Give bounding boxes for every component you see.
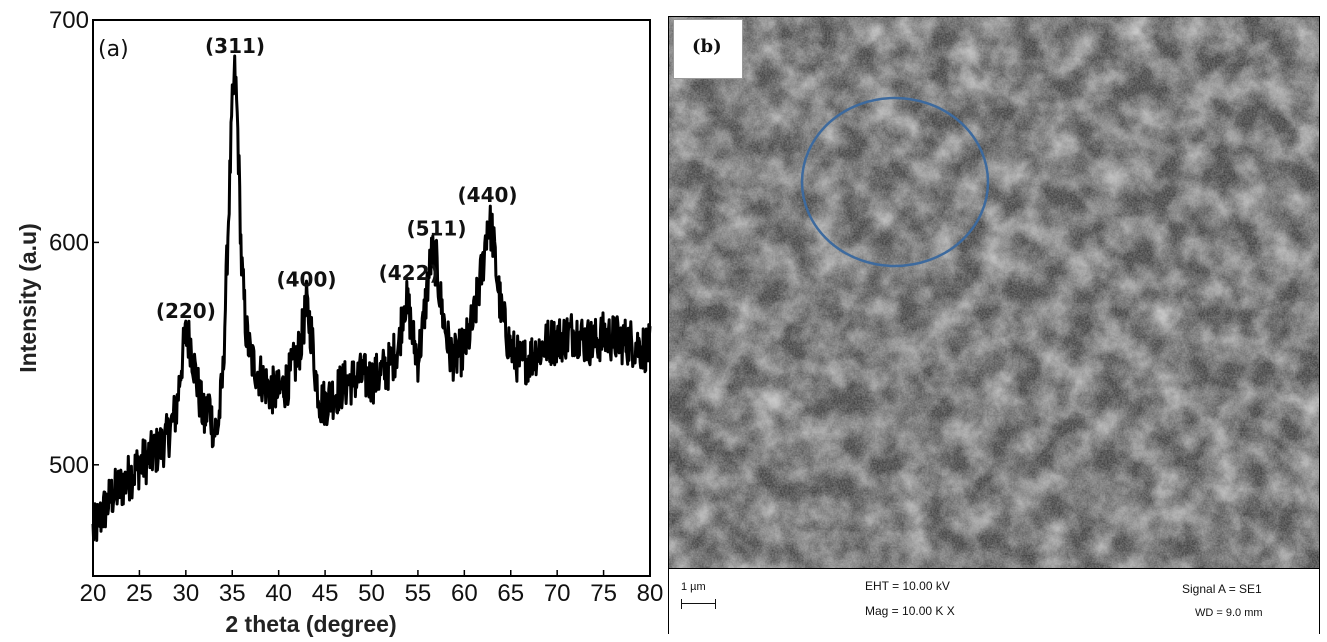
- peak-labels: (220) (311) (400) (422) (511) (440): [156, 34, 518, 323]
- sem-micrograph: (b): [669, 17, 1319, 568]
- wd-value: WD = 9.0 mm: [1195, 607, 1263, 619]
- y-tick-label: 500: [49, 452, 89, 479]
- x-tick-label: 70: [544, 580, 571, 607]
- x-axis-title: 2 theta (degree): [225, 611, 396, 637]
- peak-label: (422): [379, 261, 439, 285]
- x-tick-label: 35: [219, 580, 246, 607]
- highlight-circle: [800, 96, 990, 268]
- xrd-chart-panel: 20 25 30 35 40 45 50 55 60 65 70 75 80 500 600 700 (22…: [15, 7, 664, 637]
- x-tick-label: 80: [637, 580, 664, 607]
- x-tick-label: 50: [358, 580, 385, 607]
- x-tick-label: 30: [172, 580, 199, 607]
- eht-value: EHT = 10.00 kV: [865, 579, 950, 593]
- peak-label: (311): [205, 34, 265, 58]
- x-tick-label: 55: [405, 580, 432, 607]
- y-axis-title: Intensity (a.u): [15, 223, 41, 373]
- sem-info-bar: 1 µm EHT = 10.00 kV Mag = 10.00 K X Sign…: [669, 568, 1319, 634]
- y-tick-label: 600: [49, 229, 89, 256]
- sem-panel-label: (b): [692, 36, 722, 57]
- y-tick-labels: 500 600 700: [49, 7, 89, 479]
- peak-label: (220): [156, 299, 216, 323]
- scale-bar: [681, 599, 716, 609]
- signal-value: Signal A = SE1: [1182, 582, 1262, 596]
- y-tick-label: 700: [49, 7, 89, 34]
- x-tick-labels: 20 25 30 35 40 45 50 55 60 65 70 75 80: [80, 580, 664, 607]
- x-tick-label: 65: [497, 580, 524, 607]
- x-tick-label: 75: [590, 580, 617, 607]
- tick-marks: [92, 19, 651, 576]
- peak-label: (511): [406, 217, 466, 241]
- xrd-chart: 20 25 30 35 40 45 50 55 60 65 70 75 80 500 600 700 (22…: [15, 7, 664, 637]
- sem-label-box: (b): [673, 19, 743, 79]
- chart-panel-label: (a): [98, 37, 129, 62]
- scale-bar-label: 1 µm: [681, 581, 706, 593]
- peak-label: (400): [277, 268, 337, 292]
- x-tick-label: 45: [312, 580, 339, 607]
- x-tick-label: 25: [126, 580, 153, 607]
- mag-value: Mag = 10.00 K X: [865, 604, 955, 618]
- x-tick-label: 20: [80, 580, 107, 607]
- sem-texture: [669, 17, 1319, 568]
- sem-panel: (b) 1 µm EHT = 10.00 kV Mag = 10.00 K X …: [668, 16, 1320, 634]
- xrd-pattern-line: [91, 54, 652, 542]
- peak-label: (440): [458, 183, 518, 207]
- sem-fine-texture: [669, 17, 1319, 568]
- x-tick-label: 60: [451, 580, 478, 607]
- x-tick-label: 40: [265, 580, 292, 607]
